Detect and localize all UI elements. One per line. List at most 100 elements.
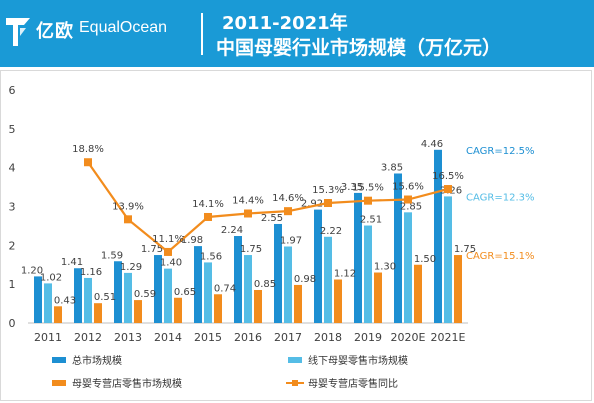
bar-2 (284, 246, 292, 323)
bar-3 (254, 289, 262, 323)
bar-value-label: 0.59 (134, 289, 156, 300)
legend-label: 线下母婴零售市场规模 (308, 354, 408, 367)
growth-marker (244, 209, 252, 218)
bar-2 (124, 272, 132, 323)
bar-1 (34, 276, 42, 323)
growth-marker (84, 158, 92, 167)
logo-text-en: EqualOcean (79, 19, 168, 36)
bar-value-label: 3.35 (341, 182, 363, 193)
bar-1 (234, 236, 242, 323)
bar-value-label: 1.50 (414, 254, 436, 265)
cagr-annotation: CAGR=12.3% (466, 192, 535, 203)
bar-2 (404, 212, 412, 323)
bar-3 (54, 306, 62, 323)
chart-frame (0, 70, 592, 401)
x-tick-label: 2015 (194, 331, 222, 344)
bar-value-label: 0.65 (174, 287, 196, 298)
growth-marker (404, 195, 412, 204)
growth-value-label: 15.5% (352, 183, 384, 194)
growth-marker (444, 185, 452, 194)
y-tick-label: 1 (9, 278, 16, 291)
bar-value-label: 0.51 (94, 292, 116, 303)
legend-marker-swatch (292, 380, 298, 386)
bar-value-label: 0.74 (214, 283, 236, 294)
growth-marker (124, 215, 132, 224)
bar-3 (214, 294, 222, 323)
bar-2 (244, 255, 252, 323)
bar-1 (434, 149, 442, 323)
bar-2 (444, 196, 452, 323)
y-tick-label: 3 (9, 201, 16, 214)
bar-2 (364, 225, 372, 323)
legend-label: 总市场规模 (72, 354, 122, 367)
bar-value-label: 1.98 (181, 235, 203, 246)
growth-value-label: 15.3% (312, 185, 344, 196)
y-tick-label: 6 (9, 84, 16, 97)
bar-value-label: 0.85 (254, 279, 276, 290)
legend-label: 母婴专营店零售同比 (308, 377, 398, 390)
bar-value-label: 1.12 (334, 269, 356, 280)
bar-3 (134, 300, 142, 323)
bar-value-label: 1.75 (141, 244, 163, 255)
bar-3 (94, 303, 102, 323)
header-banner: 亿欧 EqualOcean 2011-2021年 中国母婴行业市场规模（万亿元） (0, 0, 594, 67)
bar-3 (374, 272, 382, 323)
cagr-annotation: CAGR=15.1% (466, 251, 535, 262)
bar-value-label: 2.24 (221, 225, 243, 236)
bar-value-label: 1.40 (160, 258, 182, 269)
bar-2 (84, 277, 92, 323)
equalocean-logo-icon (6, 18, 30, 46)
cagr-annotation: CAGR=12.5% (466, 146, 535, 157)
growth-value-label: 11.1% (152, 234, 184, 245)
growth-marker (364, 196, 372, 205)
bar-value-label: 1.75 (454, 244, 476, 255)
bar-value-label: 2.85 (400, 201, 422, 212)
bar-value-label: 4.46 (421, 139, 443, 150)
x-tick-label: 2018 (314, 331, 342, 344)
growth-value-label: 13.9% (112, 201, 144, 212)
x-tick-label: 2016 (234, 331, 262, 344)
x-tick-label: 2020E (391, 331, 426, 344)
bar-value-label: 1.02 (40, 272, 62, 283)
bar-value-label: 0.98 (294, 274, 316, 285)
bar-1 (394, 173, 402, 323)
x-tick-label: 2021E (431, 331, 466, 344)
x-tick-label: 2011 (34, 331, 62, 344)
bar-3 (454, 255, 462, 323)
bar-2 (324, 236, 332, 323)
bar-2 (44, 283, 52, 323)
bar-value-label: 1.16 (80, 267, 102, 278)
y-tick-label: 0 (9, 317, 16, 330)
bar-value-label: 1.59 (101, 250, 123, 261)
bar-value-label: 0.43 (54, 295, 76, 306)
bar-value-label: 2.22 (320, 226, 342, 237)
chart-title-years: 2011-2021年 (222, 13, 348, 34)
bar-1 (314, 209, 322, 323)
bar-value-label: 1.29 (120, 262, 142, 273)
growth-value-label: 14.1% (192, 199, 224, 210)
y-tick-label: 2 (9, 239, 16, 252)
logo-text-cn: 亿欧 (36, 21, 74, 42)
bar-value-label: 1.30 (374, 262, 396, 273)
growth-marker (164, 247, 172, 256)
bar-1 (74, 268, 82, 323)
y-tick-label: 4 (9, 162, 16, 175)
growth-line (87, 161, 449, 254)
growth-value-label: 14.4% (232, 195, 264, 206)
legend-label: 母婴专营店零售市场规模 (72, 377, 182, 390)
legend-bar-swatch (288, 357, 302, 363)
bar-2 (204, 262, 212, 323)
growth-value-label: 16.5% (432, 171, 464, 182)
growth-marker (324, 199, 332, 208)
bar-1 (114, 261, 122, 323)
bar-value-label: 1.56 (200, 251, 222, 262)
legend-bar-swatch (52, 357, 66, 363)
bar-value-label: 1.97 (280, 235, 302, 246)
bar-2 (164, 268, 172, 323)
bar-value-label: 2.51 (360, 215, 382, 226)
x-tick-label: 2014 (154, 331, 182, 344)
bar-3 (334, 279, 342, 323)
bar-1 (194, 246, 202, 323)
header-divider (201, 13, 203, 55)
